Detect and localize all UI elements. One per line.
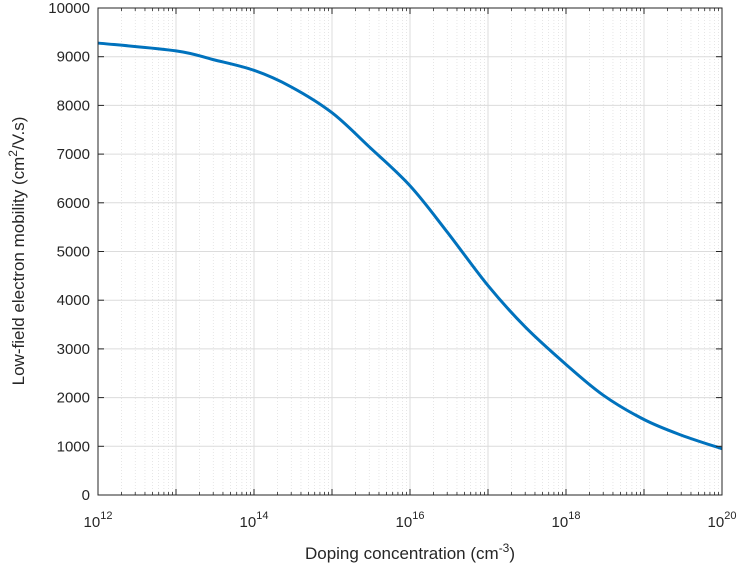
y-tick-label: 6000 bbox=[57, 195, 90, 212]
x-tick-label: 1020 bbox=[708, 510, 737, 531]
axis-ticks bbox=[97, 7, 723, 496]
x-axis-label: Doping concentration (cm-3) bbox=[305, 541, 515, 563]
y-tick-label: 10000 bbox=[48, 0, 90, 17]
y-tick-label: 9000 bbox=[57, 49, 90, 66]
y-tick-label: 7000 bbox=[57, 146, 90, 163]
y-axis-label: Low-field electron mobility (cm2/V.s) bbox=[6, 117, 28, 386]
x-tick-label: 1012 bbox=[84, 510, 113, 531]
x-tick-label: 1014 bbox=[240, 510, 269, 531]
series-layer bbox=[97, 41, 723, 451]
y-tick-label: 2000 bbox=[57, 390, 90, 407]
y-tick-label: 8000 bbox=[57, 97, 90, 114]
mobility-curve bbox=[97, 41, 723, 451]
y-tick-label: 5000 bbox=[57, 244, 90, 261]
x-tick-label: 1018 bbox=[552, 510, 581, 531]
y-tick-label: 4000 bbox=[57, 292, 90, 309]
y-tick-label: 1000 bbox=[57, 438, 90, 455]
x-tick-label: 1016 bbox=[396, 510, 425, 531]
y-tick-label: 3000 bbox=[57, 341, 90, 358]
y-tick-labels: 0 1000 2000 3000 4000 5000 6000 7000 8000 9000 100… bbox=[48, 0, 90, 504]
y-tick-label: 0 bbox=[82, 487, 90, 504]
x-tick-labels: 1012 1014 1016 1018 1020 bbox=[84, 510, 737, 531]
